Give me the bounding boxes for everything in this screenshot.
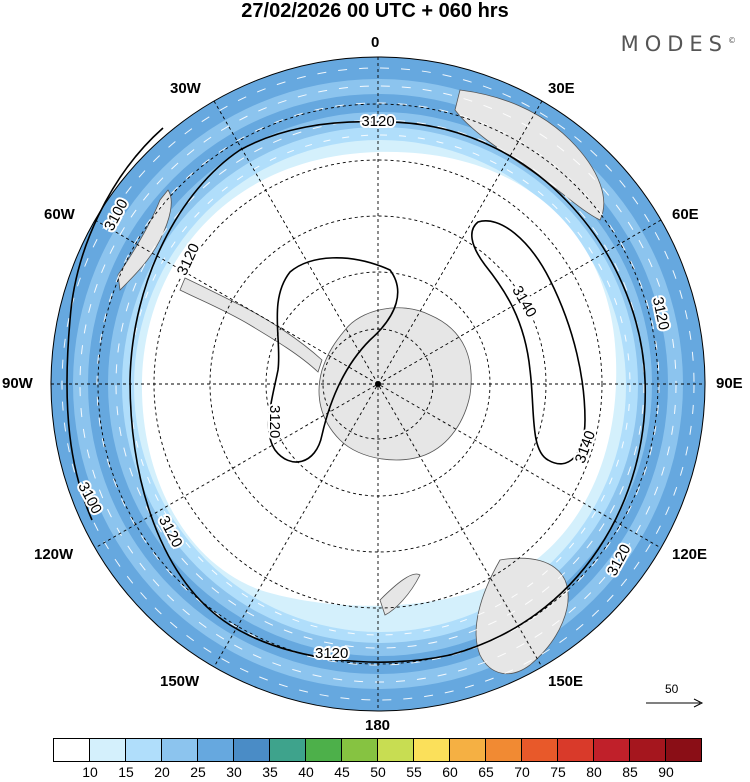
colorbar-swatch (161, 738, 198, 762)
colorbar-swatch (629, 738, 666, 762)
colorbar-swatch (305, 738, 342, 762)
reference-vector-label: 50 (665, 682, 679, 696)
colorbar-tick-label: 65 (478, 764, 494, 780)
colorbar-swatch (665, 738, 702, 762)
colorbar-tick-label: 50 (370, 764, 386, 780)
chart-title: 27/02/2026 00 UTC + 060 hrs (241, 0, 509, 22)
colorbar-swatch (269, 738, 306, 762)
colorbar-swatch (521, 738, 558, 762)
contour-label: 3120 (266, 405, 283, 438)
graticule (51, 57, 705, 711)
lon-label-60e: 60E (672, 206, 699, 223)
colorbar (53, 738, 702, 762)
colorbar-swatch (557, 738, 594, 762)
colorbar-swatch (413, 738, 450, 762)
lon-label-120w: 120W (34, 546, 74, 563)
colorbar-tick-label: 35 (262, 764, 278, 780)
lon-label-30w: 30W (170, 80, 201, 97)
contour-3100 (66, 127, 164, 521)
colorbar-swatch (53, 738, 90, 762)
colorbar-tick-label: 10 (82, 764, 98, 780)
colorbar-tick-label: 15 (118, 764, 134, 780)
colorbar-swatch (449, 738, 486, 762)
lon-label-90w: 90W (2, 375, 33, 392)
contour-3140 (471, 220, 586, 465)
colorbar-tick-label: 55 (406, 764, 422, 780)
lon-label-30e: 30E (548, 80, 575, 97)
lon-label-120e: 120E (672, 546, 708, 563)
brand-logo: MODES© (620, 32, 736, 56)
lon-label-90e: 90E (716, 375, 743, 392)
colorbar-tick-label: 85 (622, 764, 638, 780)
colorbar-tick-label: 20 (154, 764, 170, 780)
colorbar-swatch (377, 738, 414, 762)
colorbar-tick-label: 45 (334, 764, 350, 780)
colorbar-tick-label: 70 (514, 764, 530, 780)
colorbar-tick-label: 25 (190, 764, 206, 780)
colorbar-tick-label: 30 (226, 764, 242, 780)
colorbar-tick-label: 90 (658, 764, 674, 780)
contour-label: 3120 (315, 645, 348, 662)
contour-label: 3120 (361, 113, 394, 130)
colorbar-swatch (125, 738, 162, 762)
lon-label-180: 180 (365, 717, 391, 734)
lon-label-60w: 60W (44, 206, 75, 223)
lon-label-150e: 150E (548, 673, 584, 690)
colorbar-swatch (233, 738, 270, 762)
colorbar-swatch (89, 738, 126, 762)
colorbar-swatch (197, 738, 234, 762)
colorbar-ticks: 10 15 20 25 30 35 40 45 50 55 60 65 70 75 80 85 90 (54, 764, 702, 782)
colorbar-swatch (485, 738, 522, 762)
geopotential-contours (66, 120, 646, 663)
colorbar-tick-label: 80 (586, 764, 602, 780)
contour-3120-inner (267, 257, 399, 463)
colorbar-swatch (593, 738, 630, 762)
lon-label-150w: 150W (160, 673, 200, 690)
colorbar-swatch (341, 738, 378, 762)
lon-label-0: 0 (371, 34, 380, 51)
colorbar-tick-label: 40 (298, 764, 314, 780)
colorbar-tick-label: 75 (550, 764, 566, 780)
reference-vector-arrow (646, 698, 704, 708)
contour-3120-outer (129, 120, 646, 663)
colorbar-tick-label: 60 (442, 764, 458, 780)
